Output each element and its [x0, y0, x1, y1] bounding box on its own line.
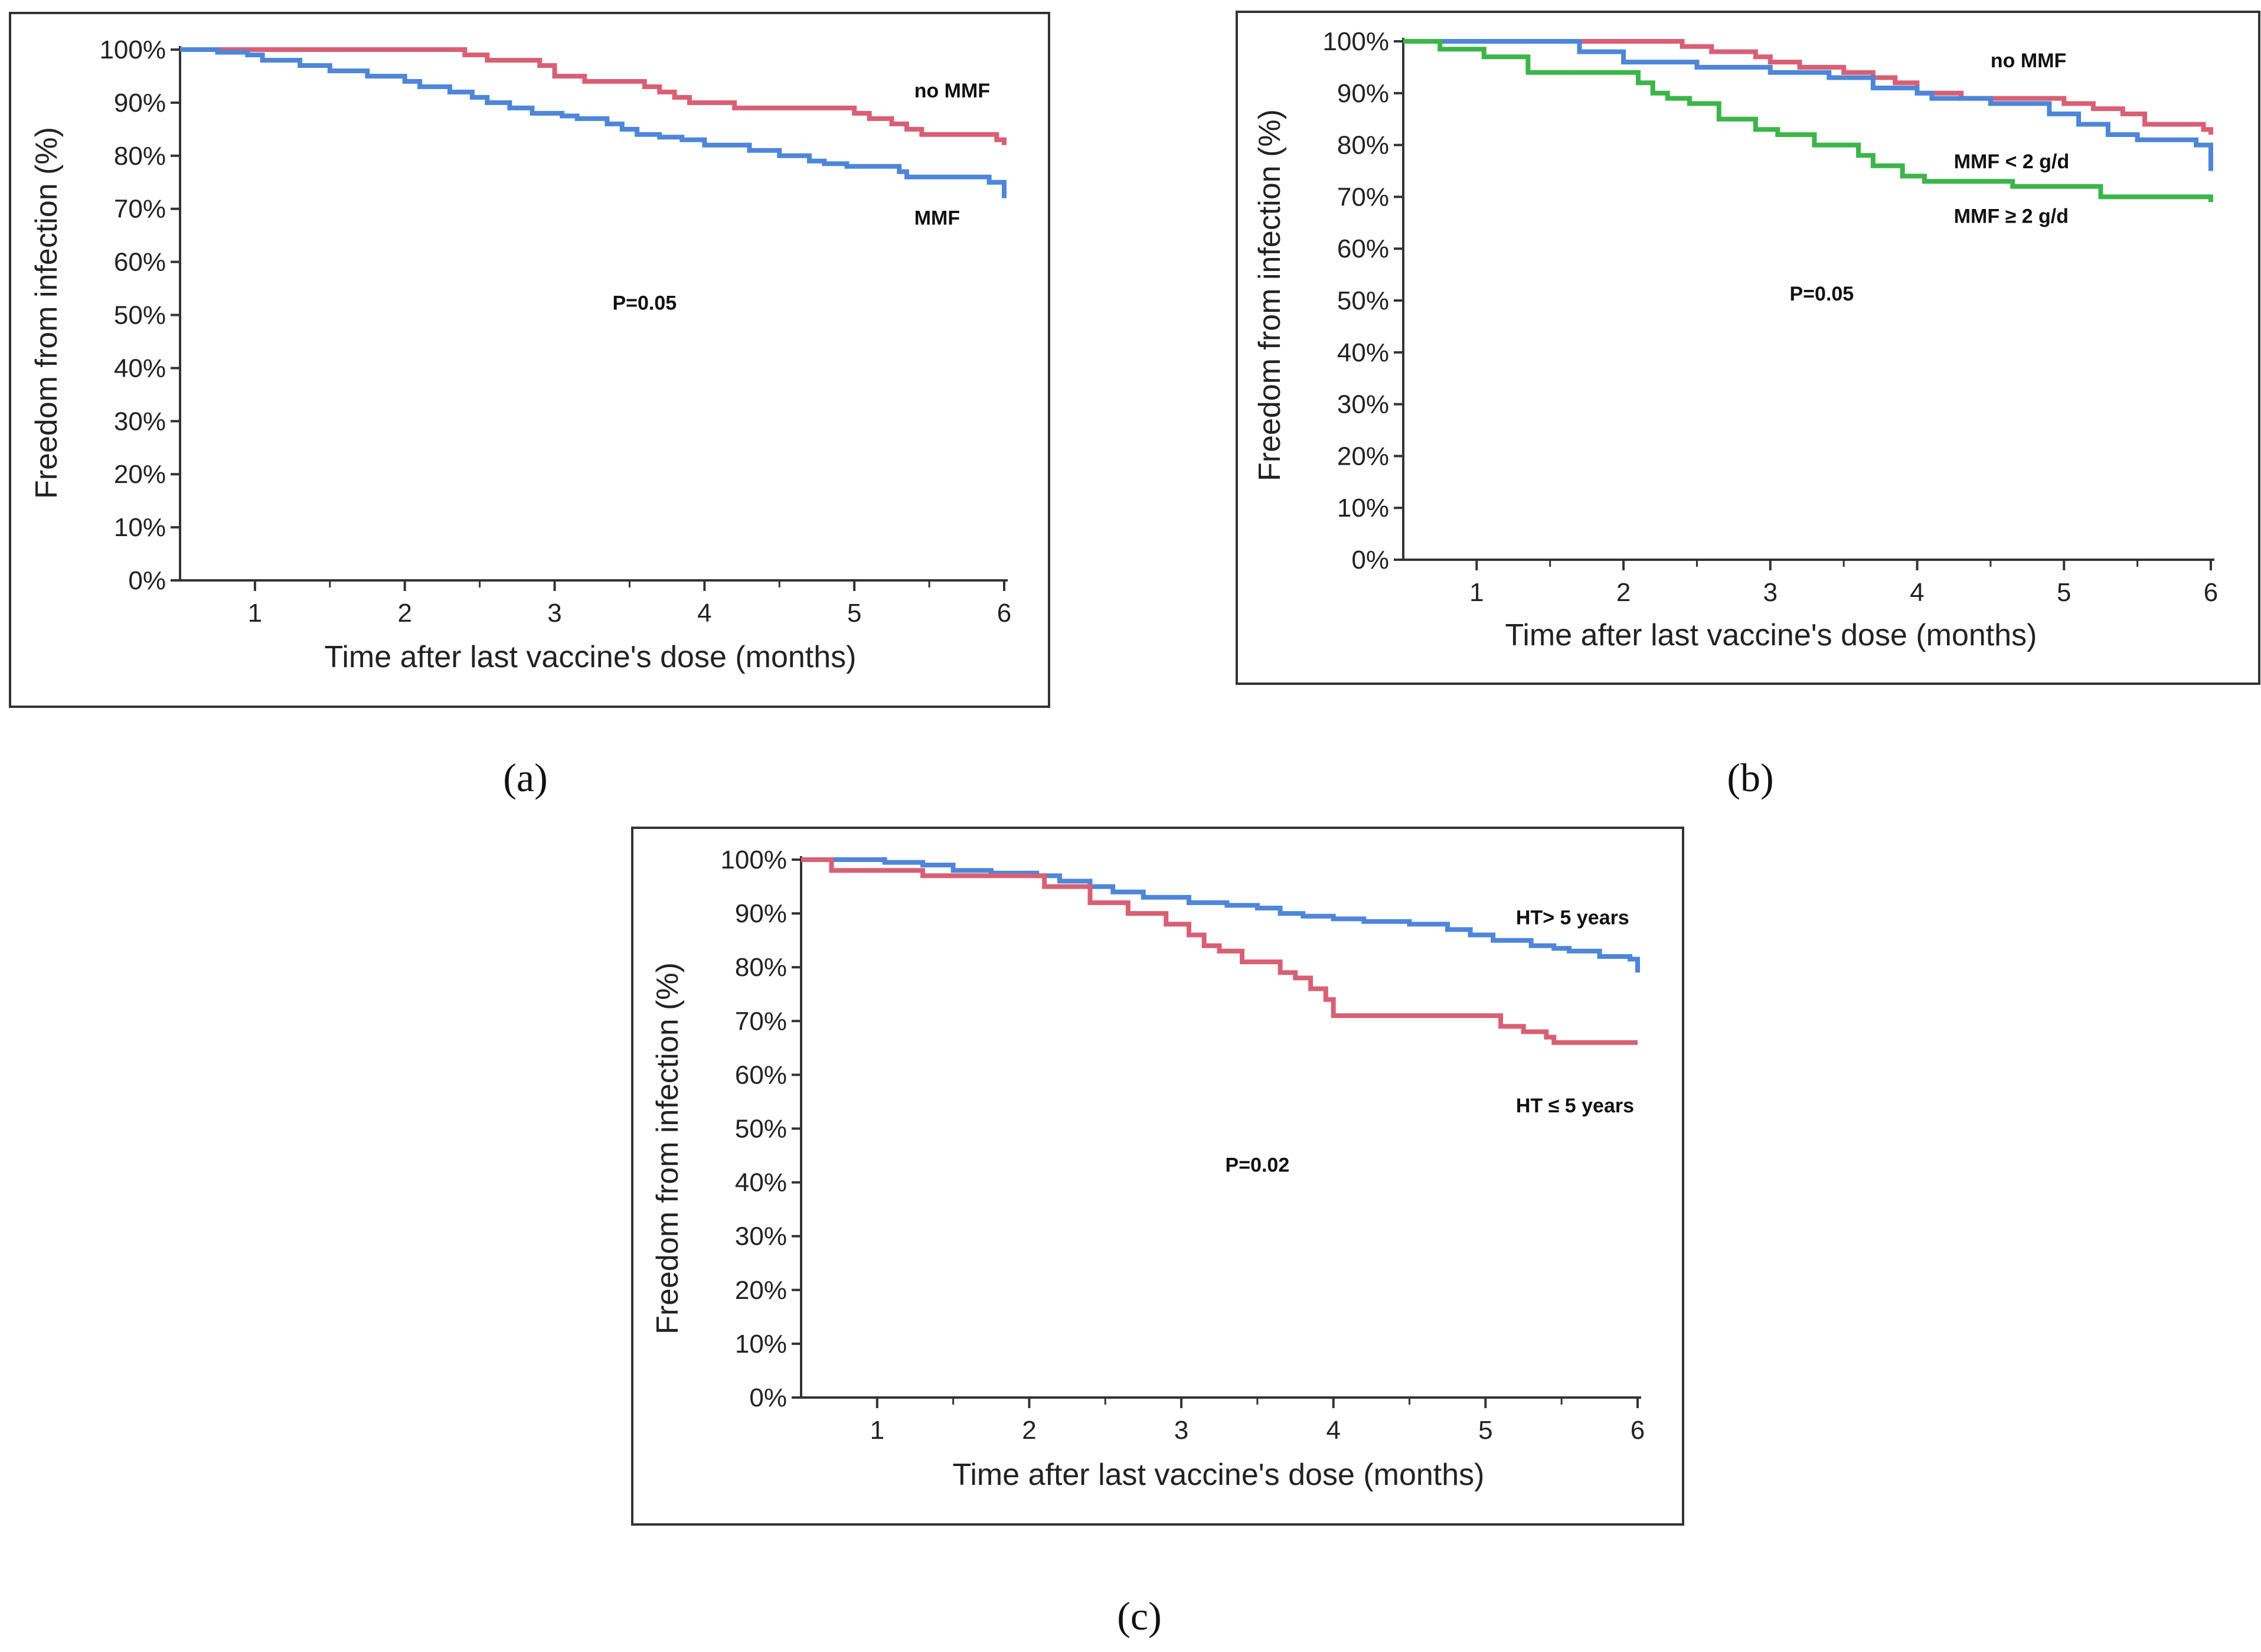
panel-c-x-tick-label: 3: [1174, 1416, 1188, 1445]
panel-b-frame: [1236, 11, 2260, 685]
panel-b-x-tick-label: 2: [1616, 578, 1631, 607]
panel-c-y-tick-label: 20%: [735, 1276, 787, 1305]
panel-a-y-tick-label: 0%: [128, 566, 166, 595]
panel-b-y-tick-label: 40%: [1337, 338, 1389, 367]
panel-c-y-axis-label: Freedom from infection (%): [651, 962, 685, 1334]
panel-c-series-2-label: HT ≤ 5 years: [1516, 1095, 1634, 1117]
panel-b-series-2-label: MMF < 2 g/d: [1954, 151, 2070, 173]
panel-a-y-tick-label: 80%: [114, 142, 166, 171]
panel-b-caption: (b): [1727, 755, 1773, 800]
panel-b-series-3-line: [1403, 39, 2213, 203]
panel-b-p-value-label: P=0.05: [1790, 283, 1854, 305]
panel-a-y-tick-label: 100%: [99, 35, 166, 64]
panel-a-x-tick-label: 1: [248, 599, 262, 628]
panel-a-x-tick-label: 4: [697, 599, 711, 628]
panel-c-y-tick-label: 30%: [735, 1222, 787, 1251]
panel-c-series-1-line: [801, 857, 1640, 973]
panel-b-chart: 0% 10% 20% 30% 40% 50% 60% 70% 80% 90% 100% 1 2 3 4 5 6 n…: [1236, 11, 2260, 800]
panel-a-y-tick-label: 40%: [114, 354, 166, 383]
panel-b-series-1-label: no MMF: [1991, 50, 2066, 72]
panel-c-caption: (c): [1117, 1594, 1161, 1638]
panel-a-series-2-label: MMF: [914, 207, 960, 230]
panel-b-x-tick-label: 4: [1910, 578, 1924, 607]
panel-a-y-tick-label: 10%: [114, 513, 166, 542]
panel-a-caption: (a): [503, 755, 547, 800]
panel-b-x-tick-label: 1: [1469, 578, 1484, 607]
panel-b-y-tick-label: 20%: [1337, 442, 1389, 471]
panel-c-y-tick-label: 0%: [749, 1383, 787, 1412]
panel-a-x-tick-label: 3: [547, 599, 561, 628]
panel-b-y-tick-label: 70%: [1337, 182, 1389, 211]
panel-c-x-tick-label: 2: [1022, 1416, 1036, 1445]
panel-a-series-1-label: no MMF: [914, 80, 990, 102]
panel-c-y-tick-label: 40%: [735, 1168, 787, 1197]
panel-c-y-tick-label: 60%: [735, 1060, 787, 1089]
panel-a-series-1-line: [180, 47, 1007, 145]
panel-b-y-tick-label: 100%: [1322, 27, 1389, 56]
panel-c-y-tick-label: 100%: [720, 845, 787, 874]
panel-c-x-axis-label: Time after last vaccine's dose (months): [953, 1458, 1485, 1492]
panel-c-plot: 0% 10% 20% 30% 40% 50% 60% 70% 80% 90% 100% 1 2 3 4 5 6 H…: [720, 845, 1645, 1445]
panel-b-y-tick-label: 30%: [1337, 390, 1389, 419]
panel-b-plot: 0% 10% 20% 30% 40% 50% 60% 70% 80% 90% 100% 1 2 3 4 5 6 n…: [1322, 27, 2218, 607]
panel-a-y-tick-label: 50%: [114, 301, 166, 330]
panel-a-y-tick-label: 90%: [114, 89, 166, 117]
panel-a-plot: 0% 10% 20% 30% 40% 50% 60% 70% 80% 90% 100% 1 2 3 4 5 6 n…: [99, 35, 1011, 628]
panel-c-y-tick-label: 90%: [735, 899, 787, 928]
panel-a-y-tick-label: 70%: [114, 195, 166, 224]
panel-c-p-value-label: P=0.02: [1226, 1154, 1290, 1176]
panel-b-y-tick-label: 90%: [1337, 79, 1389, 108]
panel-b-series-3-label: MMF ≥ 2 g/d: [1954, 205, 2069, 227]
panel-a-y-tick-label: 30%: [114, 407, 166, 436]
panel-a-x-tick-label: 2: [397, 599, 411, 628]
panel-c-x-tick-label: 1: [870, 1416, 884, 1445]
panel-b-x-tick-label: 3: [1763, 578, 1778, 607]
panel-c-x-tick-label: 6: [1631, 1416, 1645, 1445]
panel-c-series-2-line: [801, 857, 1638, 1045]
panel-c-chart: 0% 10% 20% 30% 40% 50% 60% 70% 80% 90% 100% 1 2 3 4 5 6 H…: [631, 827, 1684, 1638]
panel-a-y-axis-label: Freedom from infection (%): [30, 127, 64, 499]
panel-a-y-tick-label: 20%: [114, 460, 166, 489]
panel-c-y-tick-label: 10%: [735, 1330, 787, 1359]
panel-a-x-axis-label: Time after last vaccine's dose (months): [325, 640, 857, 674]
panel-b-x-tick-label: 5: [2057, 578, 2071, 607]
panel-c-y-tick-label: 70%: [735, 1007, 787, 1036]
panel-c-x-tick-label: 4: [1326, 1416, 1340, 1445]
panel-b-y-tick-label: 80%: [1337, 131, 1389, 160]
panel-c-y-tick-label: 80%: [735, 953, 787, 982]
panel-c-frame: [631, 827, 1684, 1526]
panel-b-y-tick-label: 10%: [1337, 494, 1389, 523]
panel-a-p-value-label: P=0.05: [612, 292, 677, 315]
panel-c-x-tick-label: 5: [1478, 1416, 1492, 1445]
panel-b-y-tick-label: 50%: [1337, 286, 1389, 315]
panel-b-x-axis-label: Time after last vaccine's dose (months): [1505, 618, 2037, 652]
panel-a-y-tick-label: 60%: [114, 248, 166, 277]
panel-b-series-1-line: [1403, 39, 2213, 135]
panel-c-y-tick-label: 50%: [735, 1115, 787, 1144]
panel-b-y-tick-label: 60%: [1337, 234, 1389, 263]
panel-a-x-tick-label: 6: [997, 599, 1011, 628]
panel-b-series-2-line: [1403, 39, 2213, 171]
panel-a-series-2-line: [180, 47, 1007, 198]
panel-c-series-1-label: HT> 5 years: [1516, 906, 1629, 929]
panel-a-frame: [9, 12, 1050, 708]
panel-a-x-tick-label: 5: [847, 599, 861, 628]
panel-b-y-axis-label: Freedom from infection (%): [1253, 109, 1287, 481]
panel-a-chart: 0% 10% 20% 30% 40% 50% 60% 70% 80% 90% 100% 1 2 3 4 5 6 n…: [9, 12, 1050, 800]
panel-b-x-tick-label: 6: [2204, 578, 2218, 607]
panel-b-y-tick-label: 0%: [1351, 546, 1389, 574]
